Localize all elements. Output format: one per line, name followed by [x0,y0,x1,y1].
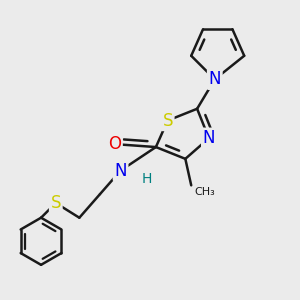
Text: N: N [208,70,221,88]
Text: S: S [50,194,61,212]
Text: H: H [142,172,152,186]
Text: N: N [202,129,215,147]
Text: O: O [108,135,121,153]
Text: N: N [114,162,127,180]
Text: CH₃: CH₃ [194,187,215,197]
Text: S: S [162,112,173,130]
